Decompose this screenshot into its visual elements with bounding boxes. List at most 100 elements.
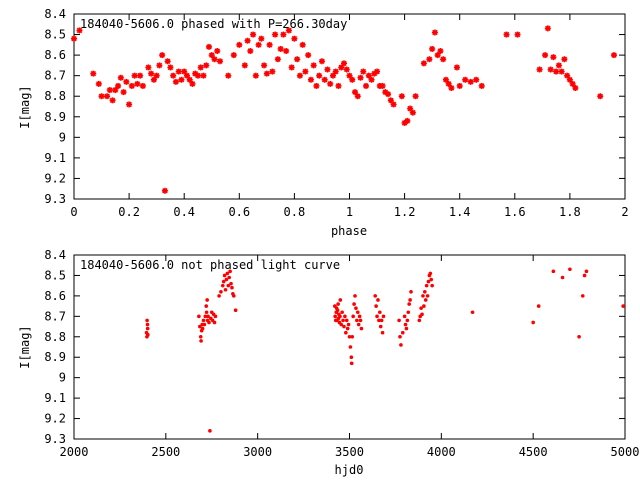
data-point <box>340 60 347 67</box>
data-point <box>313 82 320 89</box>
y-axis-title: I[mag] <box>18 325 32 368</box>
data-point <box>357 314 362 319</box>
data-point <box>347 334 352 339</box>
data-point <box>183 72 190 79</box>
data-points <box>71 25 617 194</box>
data-point <box>404 326 409 331</box>
y-tick-label: 8.5 <box>44 28 66 42</box>
data-point <box>288 64 295 71</box>
data-point <box>341 318 345 323</box>
data-point <box>159 52 166 59</box>
data-point <box>354 306 358 310</box>
x-tick-label: 0.2 <box>118 205 140 219</box>
data-point <box>456 82 463 89</box>
data-point <box>417 318 422 323</box>
data-point <box>351 314 355 319</box>
data-point <box>230 285 234 290</box>
data-point <box>550 54 557 61</box>
data-point <box>134 80 141 87</box>
x-tick-label: 0.6 <box>228 205 250 219</box>
data-point <box>197 64 204 71</box>
data-point <box>400 330 405 335</box>
data-point <box>349 76 356 83</box>
data-point <box>321 76 328 83</box>
data-point <box>208 52 215 59</box>
data-point <box>76 27 83 34</box>
data-point <box>329 72 336 79</box>
data-point <box>175 68 182 75</box>
data-point <box>359 326 364 331</box>
data-point <box>178 76 185 83</box>
data-point <box>230 52 237 59</box>
data-point <box>201 318 206 323</box>
data-point <box>421 294 425 298</box>
data-point <box>448 85 455 91</box>
data-point <box>181 68 188 75</box>
data-point <box>398 93 405 100</box>
data-point <box>374 304 378 308</box>
data-point <box>335 82 342 89</box>
data-point <box>544 25 551 32</box>
data-point <box>425 294 430 298</box>
data-point <box>344 330 348 335</box>
y-tick-label: 8.9 <box>44 110 66 124</box>
x-tick-label: 5000 <box>611 445 640 459</box>
data-point <box>610 52 617 59</box>
data-point <box>112 87 119 94</box>
x-tick-label: 1.8 <box>559 205 581 219</box>
x-tick-label: 2000 <box>60 445 89 459</box>
data-point <box>346 322 351 327</box>
data-point <box>352 89 359 96</box>
x-axis: 0 0.2 0.4 0.6 0.8 1 1.2 1.4 1.6 1.8 2 <box>70 14 629 219</box>
data-point <box>555 62 562 69</box>
data-point <box>316 72 323 79</box>
data-point <box>350 334 355 339</box>
data-point <box>221 279 226 284</box>
data-point <box>368 76 375 83</box>
data-point <box>332 68 339 75</box>
data-point <box>385 91 392 98</box>
data-point <box>380 330 385 335</box>
data-point <box>547 66 554 73</box>
data-point <box>244 37 251 44</box>
data-point <box>531 320 535 325</box>
x-tick-label: 4000 <box>427 445 456 459</box>
data-point <box>597 93 604 100</box>
data-point <box>153 72 160 79</box>
data-point <box>536 66 543 73</box>
data-point <box>473 76 480 83</box>
x-tick-label: 1.4 <box>449 205 471 219</box>
y-axis: 8.4 8.5 8.6 8.7 8.8 8.9 9 9.1 9.2 9.3 <box>44 248 625 446</box>
data-point <box>409 290 413 294</box>
data-point <box>299 41 306 48</box>
y-tick-label: 9.2 <box>44 412 66 426</box>
data-point <box>429 277 434 282</box>
data-point <box>104 93 111 100</box>
data-point <box>106 87 113 94</box>
data-point <box>420 60 427 67</box>
data-point <box>542 52 549 59</box>
data-point <box>338 298 343 302</box>
data-point <box>408 298 412 302</box>
data-point <box>428 271 433 276</box>
data-point <box>263 70 270 77</box>
data-point <box>200 72 207 79</box>
x-axis: 2000 2500 3000 3500 4000 4500 5000 <box>60 255 640 459</box>
data-point <box>445 80 452 87</box>
data-point <box>148 70 155 77</box>
data-point <box>354 93 361 100</box>
data-point <box>429 45 436 52</box>
data-point <box>561 56 568 63</box>
data-point <box>378 310 382 315</box>
y-tick-label: 9.3 <box>44 432 66 446</box>
data-point <box>373 294 378 298</box>
data-point <box>558 68 565 75</box>
data-point <box>250 31 257 38</box>
data-point <box>470 310 475 315</box>
data-point <box>161 187 168 194</box>
data-point <box>206 314 210 319</box>
data-point <box>146 332 150 337</box>
data-point <box>131 72 138 79</box>
data-point <box>390 101 397 108</box>
